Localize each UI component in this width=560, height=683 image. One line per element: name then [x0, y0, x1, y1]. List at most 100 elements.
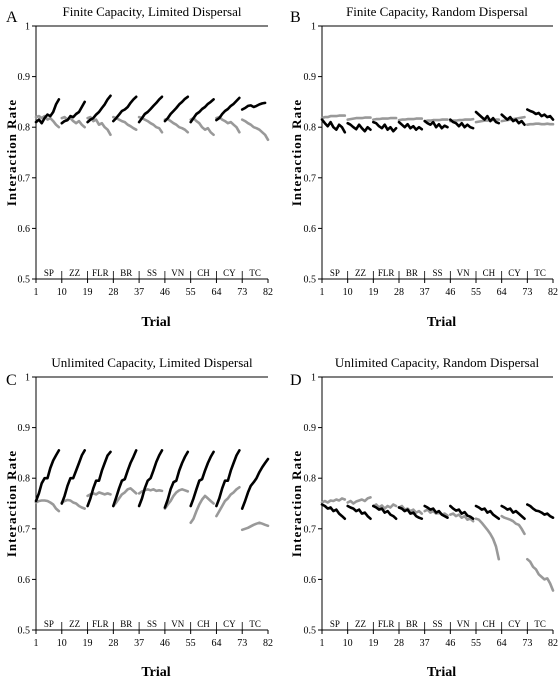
- grey-series-line: [189, 116, 215, 137]
- y-tick-label: 1: [25, 373, 30, 384]
- grey-series-line: [397, 504, 424, 515]
- segment-label: CH: [483, 268, 496, 278]
- black-series-line: [189, 450, 215, 508]
- x-tick-label: 64: [497, 287, 507, 298]
- x-tick-label: 64: [497, 638, 507, 649]
- x-tick-label: 73: [522, 287, 532, 298]
- segment-label: CY: [508, 268, 521, 278]
- x-tick-label: 55: [471, 287, 481, 298]
- y-tick-label: 0.6: [304, 575, 317, 586]
- y-tick-label: 0.8: [18, 123, 31, 134]
- segment-label: SP: [330, 619, 340, 629]
- y-tick-label: 0.9: [18, 423, 31, 434]
- grey-series-line: [500, 514, 526, 536]
- black-series-line: [60, 449, 86, 505]
- segment-label: CH: [197, 268, 210, 278]
- x-axis-title: Trial: [141, 665, 170, 680]
- black-series-line: [423, 119, 449, 130]
- segment-label: FLR: [92, 619, 109, 629]
- x-tick-label: 10: [343, 287, 353, 298]
- segment-label: TC: [534, 268, 546, 278]
- black-series-line: [525, 503, 555, 520]
- segment-label: BR: [120, 619, 132, 629]
- x-tick-label: 37: [134, 287, 144, 298]
- y-tick-label: 0.5: [304, 626, 317, 637]
- chart-title: Unlimited Capacity, Random Dispersal: [335, 355, 540, 370]
- y-tick-label: 0.7: [18, 173, 31, 184]
- black-series-line: [86, 450, 112, 508]
- grey-series-line: [34, 499, 61, 513]
- x-tick-label: 28: [108, 638, 118, 649]
- x-tick-label: 19: [83, 638, 93, 649]
- black-series-line: [60, 100, 86, 125]
- x-tick-label: 1: [320, 638, 325, 649]
- grey-series-line: [163, 117, 190, 134]
- black-series-line: [474, 504, 501, 521]
- segment-label: BR: [120, 268, 132, 278]
- black-series-line: [137, 449, 164, 508]
- x-tick-label: 64: [211, 287, 221, 298]
- grey-series-line: [163, 487, 190, 510]
- black-series-line: [163, 450, 190, 509]
- segment-label: CY: [223, 268, 236, 278]
- black-series-line: [346, 121, 372, 133]
- black-series-line: [34, 98, 61, 125]
- x-tick-label: 19: [368, 287, 378, 298]
- segment-label: ZZ: [355, 268, 366, 278]
- y-axis-title: Interaction Rate: [4, 450, 19, 557]
- black-series-line: [346, 504, 372, 521]
- x-tick-label: 37: [420, 287, 430, 298]
- x-tick-label: 10: [57, 287, 67, 298]
- grey-series-line: [60, 498, 86, 510]
- segment-label: SS: [147, 619, 157, 629]
- black-series-line: [189, 98, 215, 124]
- y-tick-label: 0.9: [18, 72, 31, 83]
- segment-label: VN: [171, 619, 184, 629]
- chart-panel-b: B Finite Capacity, Random Dispersal 0.5 0.6…: [289, 4, 558, 330]
- black-series-line: [474, 110, 501, 125]
- grey-series-line: [371, 503, 398, 510]
- black-series-line: [215, 449, 241, 508]
- grey-series-line: [240, 521, 270, 532]
- grey-series-line: [371, 116, 398, 121]
- black-series-line: [112, 95, 138, 123]
- x-tick-label: 1: [34, 638, 39, 649]
- segment-label: FLR: [378, 268, 395, 278]
- x-tick-label: 19: [83, 287, 93, 298]
- y-tick-label: 0.6: [304, 224, 317, 235]
- segment-label: BR: [406, 268, 418, 278]
- grey-series-line: [34, 114, 61, 129]
- x-tick-label: 46: [160, 638, 170, 649]
- y-axis-title: Interaction Rate: [289, 450, 304, 557]
- y-tick-label: 0.8: [304, 123, 317, 134]
- y-tick-label: 0.5: [304, 275, 317, 286]
- x-tick-label: 28: [394, 287, 404, 298]
- segment-label: SS: [432, 619, 442, 629]
- segment-label: CH: [197, 619, 210, 629]
- x-tick-label: 28: [108, 287, 118, 298]
- chart-title: Finite Capacity, Random Dispersal: [346, 4, 528, 19]
- grey-series-line: [423, 118, 449, 123]
- black-series-line: [320, 118, 347, 134]
- segment-label: VN: [457, 268, 470, 278]
- black-series-line: [112, 449, 138, 508]
- segment-label: FLR: [92, 268, 109, 278]
- grey-series-line: [189, 494, 215, 525]
- y-tick-label: 0.7: [304, 524, 317, 535]
- black-series-line: [163, 95, 190, 123]
- chart-title: Finite Capacity, Limited Dispersal: [63, 4, 242, 19]
- black-series-line: [423, 504, 449, 520]
- black-series-line: [34, 449, 61, 503]
- grey-series-line: [346, 116, 372, 121]
- black-series-line: [320, 503, 347, 521]
- y-tick-label: 0.7: [18, 524, 31, 535]
- x-tick-label: 55: [186, 287, 196, 298]
- segment-label: SP: [330, 268, 340, 278]
- black-series-line: [371, 504, 398, 521]
- segment-label: SP: [44, 619, 54, 629]
- x-tick-label: 64: [211, 638, 221, 649]
- y-tick-label: 0.8: [18, 474, 31, 485]
- segment-label: ZZ: [69, 619, 80, 629]
- x-tick-label: 73: [237, 638, 247, 649]
- chart-title: Unlimited Capacity, Limited Dispersal: [51, 355, 253, 370]
